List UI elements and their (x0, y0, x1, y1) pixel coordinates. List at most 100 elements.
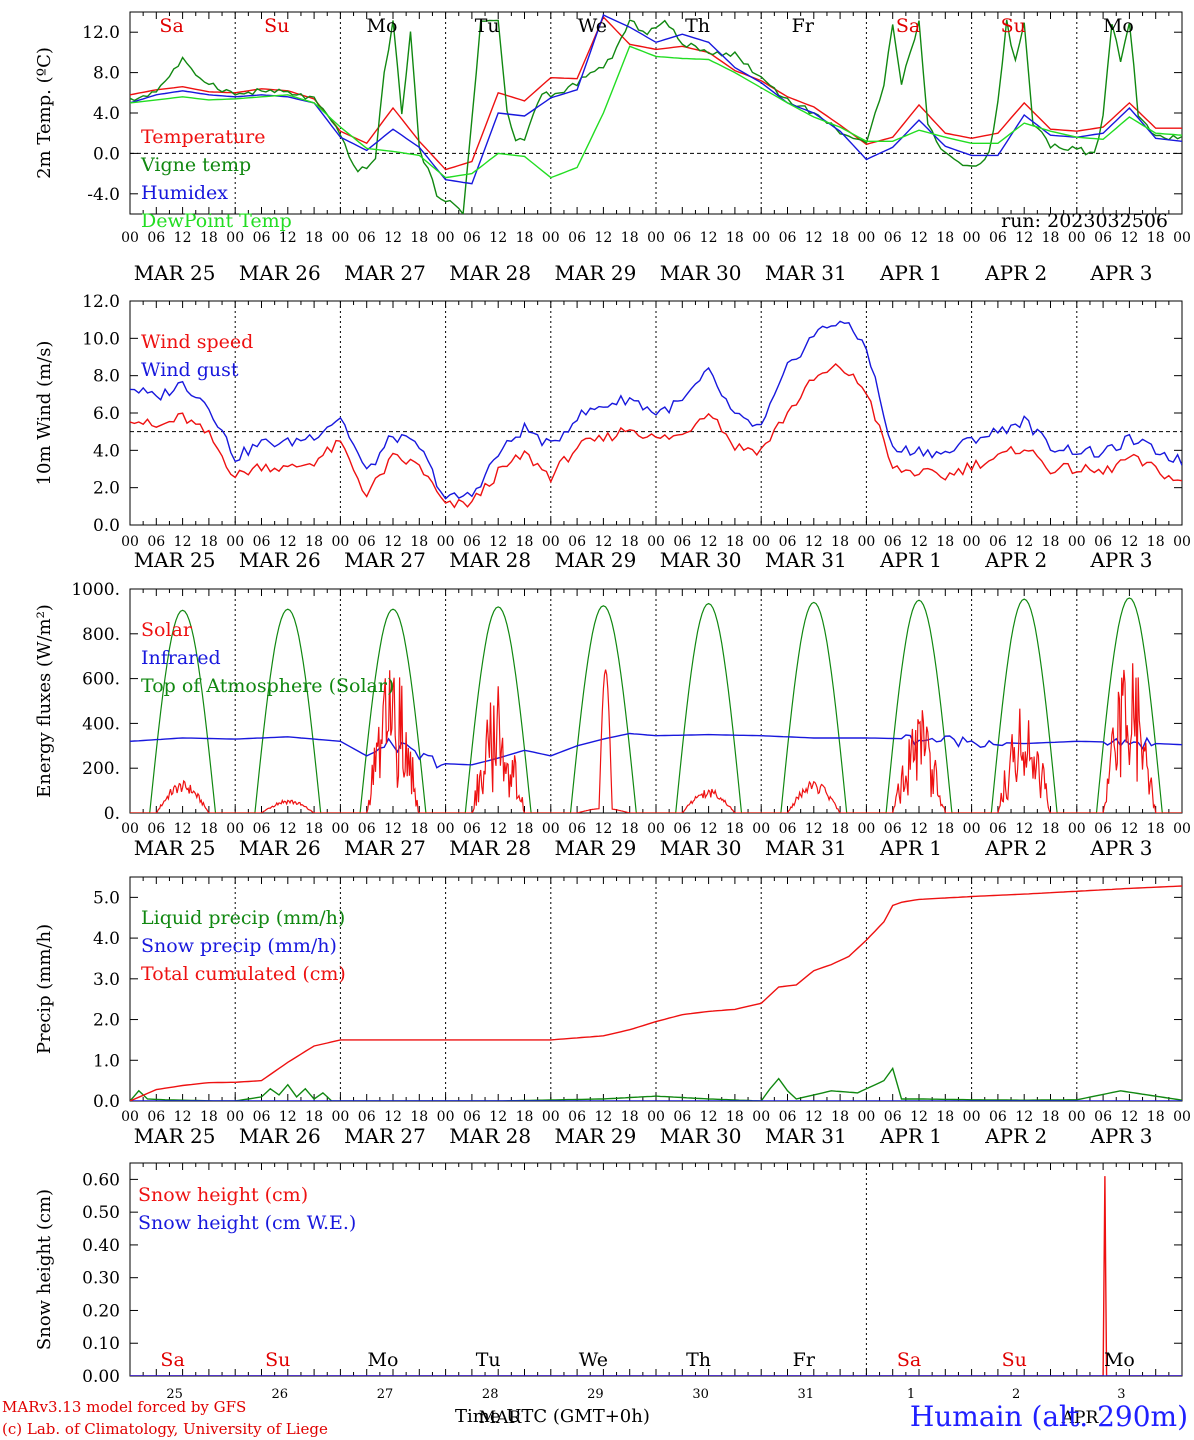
panel-flux: 0. 200. 400. 600. 800. 1000. Energy fluxes (W/… (34, 580, 1191, 860)
x-hour-tick-label: 12 (384, 230, 402, 246)
x-hour-tick-label: 00 (752, 534, 770, 550)
weekday-label-top: Su (264, 15, 289, 37)
weekday-label-bottom: Su (265, 1349, 290, 1371)
series-solar-line (130, 663, 1182, 813)
legend-dewpoint-temp: DewPoint Temp (141, 210, 292, 232)
x-hour-tick-label: 00 (226, 534, 244, 550)
y-tick-label: 2.0 (93, 1011, 120, 1031)
x-hour-tick-label: 18 (936, 821, 954, 837)
x-hour-tick-label: 12 (384, 534, 402, 550)
legend-humidex: Humidex (141, 182, 228, 204)
x-hour-tick-label: 12 (700, 821, 718, 837)
y-tick-label: 400. (82, 714, 120, 734)
x-hour-tick-label: 18 (516, 534, 534, 550)
x-hour-tick-label: 06 (1094, 1109, 1112, 1125)
x-hour-tick-label: 06 (779, 821, 797, 837)
x-hour-tick-label: 18 (726, 821, 744, 837)
x-hour-tick-label: 12 (384, 1109, 402, 1125)
series-dewpoint-temp-line (130, 45, 1182, 179)
panel-temp: -4.0 0.0 4.0 8.0 12.0 2m Temp. (ºC) 00 06 12 18 MA… (34, 11, 1191, 285)
x-hour-tick-label: 12 (805, 1109, 823, 1125)
weekday-label-bottom: We (579, 1349, 608, 1371)
x-hour-tick-label: 06 (463, 230, 481, 246)
y-tick-label: 0.0 (93, 144, 120, 164)
bottom-day-number: 30 (692, 1387, 709, 1402)
series-infrared-line (130, 732, 1182, 769)
x-hour-tick-label: 06 (358, 821, 376, 837)
y-tick-label: 800. (82, 625, 120, 645)
x-date-label: MAR 25 (134, 261, 216, 285)
y-axis-label: 10m Wind (m/s) (34, 341, 55, 486)
x-date-label: MAR 31 (765, 261, 847, 285)
x-hour-tick-label: 18 (726, 534, 744, 550)
weekday-label-bottom: Mo (368, 1349, 399, 1371)
x-hour-tick-label: 12 (594, 821, 612, 837)
x-hour-tick-label: 18 (410, 1109, 428, 1125)
x-hour-tick-label: 12 (594, 534, 612, 550)
x-hour-tick-label: 12 (1120, 534, 1138, 550)
x-hour-tick-label: 00 (647, 534, 665, 550)
weekday-label-top: Mo (1103, 15, 1134, 37)
y-tick-label: 8.0 (93, 64, 120, 84)
series-wind-speed-line (130, 363, 1182, 509)
x-hour-tick-label: 00 (226, 1109, 244, 1125)
x-date-label: APR 3 (1089, 261, 1152, 285)
x-hour-tick-label: 18 (1147, 230, 1165, 246)
x-date-label: MAR 27 (344, 548, 426, 572)
x-hour-tick-label: 00 (542, 1109, 560, 1125)
x-hour-tick-label: 06 (1094, 230, 1112, 246)
legend-snow-height-cm: Snow height (cm) (138, 1184, 308, 1206)
x-hour-tick-label: 18 (305, 230, 323, 246)
x-hour-tick-label: 00 (647, 1109, 665, 1125)
x-hour-tick-label: 18 (1042, 821, 1060, 837)
x-hour-tick-label: 18 (621, 1109, 639, 1125)
x-hour-tick-label: 12 (1015, 534, 1033, 550)
weekday-label-top: Mo (367, 15, 398, 37)
x-hour-tick-label: 00 (331, 230, 349, 246)
x-hour-tick-label: 18 (305, 821, 323, 837)
series-toa-solar-line (130, 597, 1182, 813)
legend-total-cumulated-cm: Total cumulated (cm) (141, 963, 346, 985)
x-hour-tick-label: 06 (884, 1109, 902, 1125)
x-hour-tick-label: 06 (1094, 821, 1112, 837)
x-date-label: MAR 30 (660, 1124, 742, 1148)
legend-top-of-atmosphere-solar: Top of Atmosphere (Solar) (141, 675, 394, 697)
x-hour-tick-label: 06 (463, 534, 481, 550)
x-hour-tick-label: 00 (1068, 230, 1086, 246)
panel-snow: 0.00 0.10 0.20 0.30 0.40 0.50 0.60 Snow height … (34, 1162, 1183, 1387)
x-hour-tick-label: 12 (805, 534, 823, 550)
x-date-label: APR 2 (984, 1124, 1047, 1148)
legend-snow-precip-mm-h: Snow precip (mm/h) (141, 935, 337, 957)
x-hour-tick-label: 06 (358, 230, 376, 246)
x-date-label: APR 2 (984, 261, 1047, 285)
series-vigne-temp-line (130, 19, 1182, 214)
x-hour-tick-label: 18 (410, 534, 428, 550)
x-hour-tick-label: 18 (305, 534, 323, 550)
x-hour-tick-label: 18 (621, 534, 639, 550)
x-hour-tick-label: 18 (726, 1109, 744, 1125)
y-tick-label: 200. (82, 759, 120, 779)
x-date-label: MAR 31 (765, 548, 847, 572)
x-hour-tick-label: 00 (437, 534, 455, 550)
x-hour-tick-label: 00 (752, 1109, 770, 1125)
x-hour-tick-label: 12 (805, 821, 823, 837)
legend-wind-gust: Wind gust (141, 359, 239, 381)
x-hour-tick-label: 12 (594, 1109, 612, 1125)
x-hour-tick-label: 12 (1015, 821, 1033, 837)
x-date-label: MAR 25 (134, 548, 216, 572)
y-tick-label: 0.30 (82, 1269, 120, 1289)
x-hour-tick-label: 18 (1042, 230, 1060, 246)
x-date-label: MAR 28 (449, 1124, 531, 1148)
x-hour-tick-label: 06 (253, 821, 271, 837)
series-group (130, 14, 1182, 214)
weekday-label-top: Th (685, 15, 710, 37)
y-tick-label: 4.0 (93, 929, 120, 949)
x-hour-tick-label: 00 (542, 821, 560, 837)
x-hour-tick-label: 06 (673, 230, 691, 246)
x-hour-tick-label: 18 (831, 230, 849, 246)
legend-wind-speed: Wind speed (141, 331, 253, 353)
x-hour-tick-label: 18 (1042, 1109, 1060, 1125)
y-tick-label: 0.0 (93, 1092, 120, 1112)
x-hour-tick-label: 06 (253, 1109, 271, 1125)
